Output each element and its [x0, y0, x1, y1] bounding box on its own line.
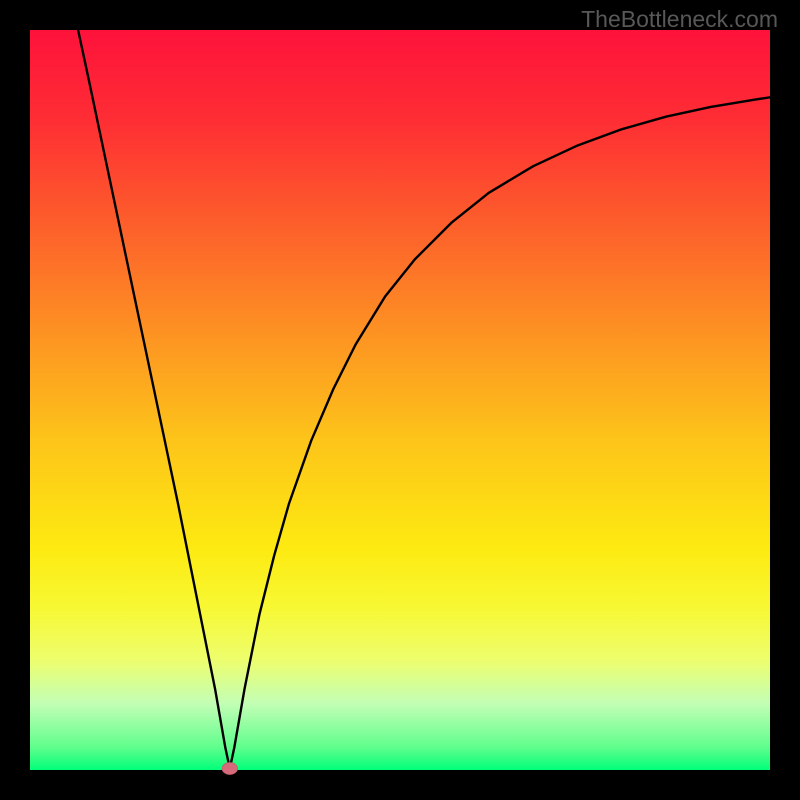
chart-container: TheBottleneck.com	[0, 0, 800, 800]
watermark-text: TheBottleneck.com	[581, 6, 778, 33]
minimum-marker	[222, 762, 238, 774]
plot-background-gradient	[30, 30, 770, 770]
bottleneck-curve-chart	[0, 0, 800, 800]
